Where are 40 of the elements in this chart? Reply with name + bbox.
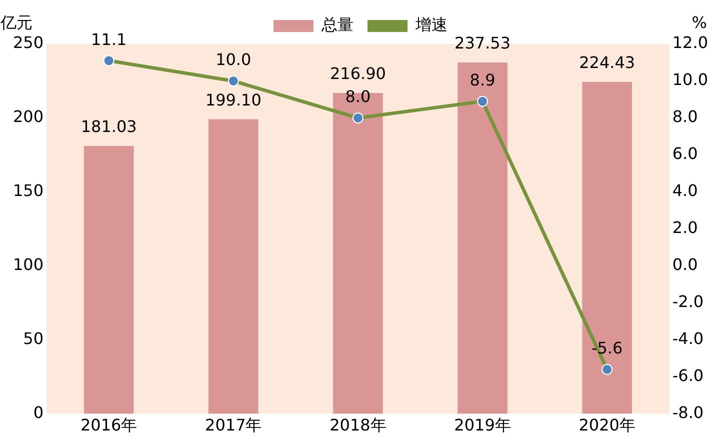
- x-tick-label: 2016年: [80, 416, 138, 435]
- data-label: 11.1: [91, 30, 127, 49]
- data-label: -5.6: [591, 338, 623, 358]
- legend-label: 总量: [320, 15, 354, 34]
- y2-tick-label: -2.0: [672, 292, 704, 312]
- y2-tick-label: 12.0: [672, 33, 708, 52]
- data-label: 237.53: [454, 34, 511, 53]
- y2-tick-label: 6.0: [672, 144, 698, 164]
- data-label: 8.0: [345, 87, 371, 106]
- y2-tick-label: 10.0: [672, 70, 708, 90]
- data-label: 10.0: [216, 50, 252, 70]
- bar: [582, 82, 632, 414]
- x-tick-label: 2018年: [330, 416, 386, 435]
- y2-tick-label: 2.0: [672, 218, 698, 238]
- x-tick-label: 2020年: [578, 416, 636, 435]
- legend-label: 增速: [414, 15, 448, 34]
- y-tick-label: 0: [33, 402, 44, 422]
- y2-tick-label: 8.0: [672, 107, 698, 126]
- y-tick-label: 250: [12, 33, 44, 52]
- x-tick-label: 2017年: [205, 416, 262, 435]
- data-label: 181.03: [80, 117, 137, 136]
- y2-axis-title: %: [692, 13, 707, 32]
- y-tick-label: 100: [12, 255, 44, 274]
- y-tick-label: 150: [12, 181, 44, 200]
- y-tick-label: 200: [12, 107, 44, 126]
- y-axis-title: 亿元: [0, 13, 33, 32]
- y2-tick-label: 0.0: [672, 255, 698, 274]
- y2-tick-label: -4.0: [672, 328, 704, 348]
- data-label: 199.10: [205, 90, 262, 110]
- y2-tick-label: -6.0: [672, 366, 704, 385]
- y2-tick-label: -8.0: [672, 402, 704, 422]
- data-label: 216.90: [330, 64, 386, 84]
- y-tick-label: 50: [23, 328, 44, 348]
- data-label: 224.43: [579, 52, 636, 72]
- x-tick-label: 2019年: [454, 416, 511, 435]
- y2-tick-label: 4.0: [672, 181, 698, 200]
- bar: [208, 119, 258, 414]
- data-label: 8.9: [470, 70, 496, 90]
- bar: [458, 62, 508, 414]
- bar: [84, 146, 134, 414]
